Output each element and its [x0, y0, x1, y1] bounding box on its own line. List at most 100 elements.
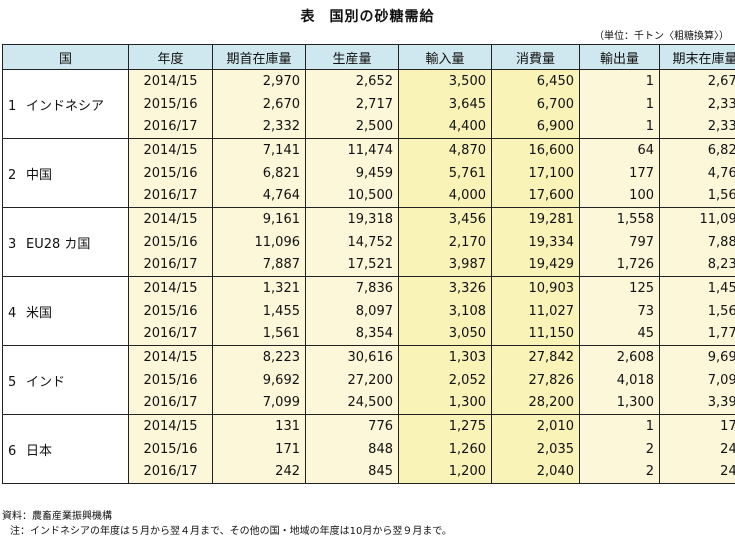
consumption-cell: 28,200: [491, 391, 580, 415]
sugar-supply-demand-table: 国 年度 期首在庫量 生産量 輸入量 消費量 輸出量 期末在庫量 1 インドネシア…: [2, 44, 735, 484]
opening-stock-cell: 2,670: [212, 92, 306, 116]
consumption-cell: 17,600: [491, 184, 580, 208]
closing-stock-cell: 1,770: [659, 322, 735, 346]
consumption-cell: 17,100: [491, 161, 580, 185]
header-country: 国: [2, 44, 129, 70]
opening-stock-cell: 7,887: [212, 253, 306, 277]
year-cell: 2016/17: [128, 460, 213, 484]
opening-stock-cell: 8,223: [212, 345, 306, 369]
exports-cell: 1: [579, 414, 660, 438]
country-cell: 4 米国: [2, 276, 129, 346]
closing-stock-cell: 242: [659, 437, 735, 461]
header-production: 生産量: [305, 44, 399, 70]
year-cell: 2014/15: [128, 276, 213, 300]
consumption-cell: 19,429: [491, 253, 580, 277]
imports-cell: 1,200: [398, 460, 492, 484]
closing-stock-cell: 7,099: [659, 368, 735, 392]
production-cell: 8,097: [305, 299, 399, 323]
imports-cell: 3,987: [398, 253, 492, 277]
year-cell: 2016/17: [128, 322, 213, 346]
year-cell: 2015/16: [128, 437, 213, 461]
table-title: 表国別の砂糖需給: [0, 6, 735, 26]
exports-cell: 64: [579, 138, 660, 162]
consumption-cell: 16,600: [491, 138, 580, 162]
exports-cell: 4,018: [579, 368, 660, 392]
year-cell: 2015/16: [128, 161, 213, 185]
year-cell: 2014/15: [128, 345, 213, 369]
consumption-cell: 6,450: [491, 69, 580, 93]
production-cell: 10,500: [305, 184, 399, 208]
year-cell: 2014/15: [128, 207, 213, 231]
closing-stock-cell: 171: [659, 414, 735, 438]
exports-cell: 2,608: [579, 345, 660, 369]
year-cell: 2016/17: [128, 391, 213, 415]
production-cell: 24,500: [305, 391, 399, 415]
country-number: 5: [8, 374, 17, 390]
closing-stock-cell: 11,096: [659, 207, 735, 231]
consumption-cell: 6,900: [491, 115, 580, 139]
year-cell: 2014/15: [128, 414, 213, 438]
opening-stock-cell: 1,321: [212, 276, 306, 300]
imports-cell: 3,108: [398, 299, 492, 323]
consumption-cell: 2,010: [491, 414, 580, 438]
opening-stock-cell: 9,692: [212, 368, 306, 392]
consumption-cell: 10,903: [491, 276, 580, 300]
closing-stock-cell: 2,332: [659, 115, 735, 139]
consumption-cell: 27,826: [491, 368, 580, 392]
production-cell: 845: [305, 460, 399, 484]
unit-note: （単位：千トン〈粗糖換算〉）: [594, 31, 729, 42]
exports-cell: 45: [579, 322, 660, 346]
year-cell: 2016/17: [128, 253, 213, 277]
country-name: インドネシア: [26, 98, 105, 114]
closing-stock-cell: 1,564: [659, 184, 735, 208]
production-cell: 17,521: [305, 253, 399, 277]
closing-stock-cell: 3,399: [659, 391, 735, 415]
header-closing-stock: 期末在庫量: [659, 44, 735, 70]
production-cell: 8,354: [305, 322, 399, 346]
production-cell: 848: [305, 437, 399, 461]
footnote: 注：インドネシアの年度は５月から翌４月まで、その他の国・地域の年度は10月から翌…: [10, 526, 452, 537]
country-name: EU28 カ国: [26, 236, 91, 252]
exports-cell: 2: [579, 460, 660, 484]
table-row: 5 インド 2014/15 8,223 30,616 1,303 27,842 2,608 9,…: [2, 345, 735, 415]
production-cell: 14,752: [305, 230, 399, 254]
consumption-cell: 2,040: [491, 460, 580, 484]
country-number: 4: [8, 305, 17, 321]
source-note: 資料：農畜産業振興機構: [2, 511, 112, 522]
consumption-cell: 2,035: [491, 437, 580, 461]
production-cell: 19,318: [305, 207, 399, 231]
country-name: 米国: [26, 305, 53, 321]
opening-stock-cell: 1,455: [212, 299, 306, 323]
closing-stock-cell: 8,239: [659, 253, 735, 277]
consumption-cell: 11,027: [491, 299, 580, 323]
closing-stock-cell: 245: [659, 460, 735, 484]
header-row: 国 年度 期首在庫量 生産量 輸入量 消費量 輸出量 期末在庫量: [2, 44, 735, 70]
closing-stock-cell: 1,561: [659, 299, 735, 323]
year-cell: 2015/16: [128, 299, 213, 323]
header-consumption: 消費量: [491, 44, 580, 70]
country-number: 2: [8, 167, 17, 183]
country-name: 中国: [26, 167, 53, 183]
country-number: 3: [8, 236, 17, 252]
exports-cell: 177: [579, 161, 660, 185]
production-cell: 2,500: [305, 115, 399, 139]
header-year: 年度: [128, 44, 213, 70]
consumption-cell: 6,700: [491, 92, 580, 116]
production-cell: 9,459: [305, 161, 399, 185]
production-cell: 2,652: [305, 69, 399, 93]
imports-cell: 3,326: [398, 276, 492, 300]
imports-cell: 1,300: [398, 391, 492, 415]
opening-stock-cell: 131: [212, 414, 306, 438]
opening-stock-cell: 7,141: [212, 138, 306, 162]
exports-cell: 73: [579, 299, 660, 323]
production-cell: 2,717: [305, 92, 399, 116]
